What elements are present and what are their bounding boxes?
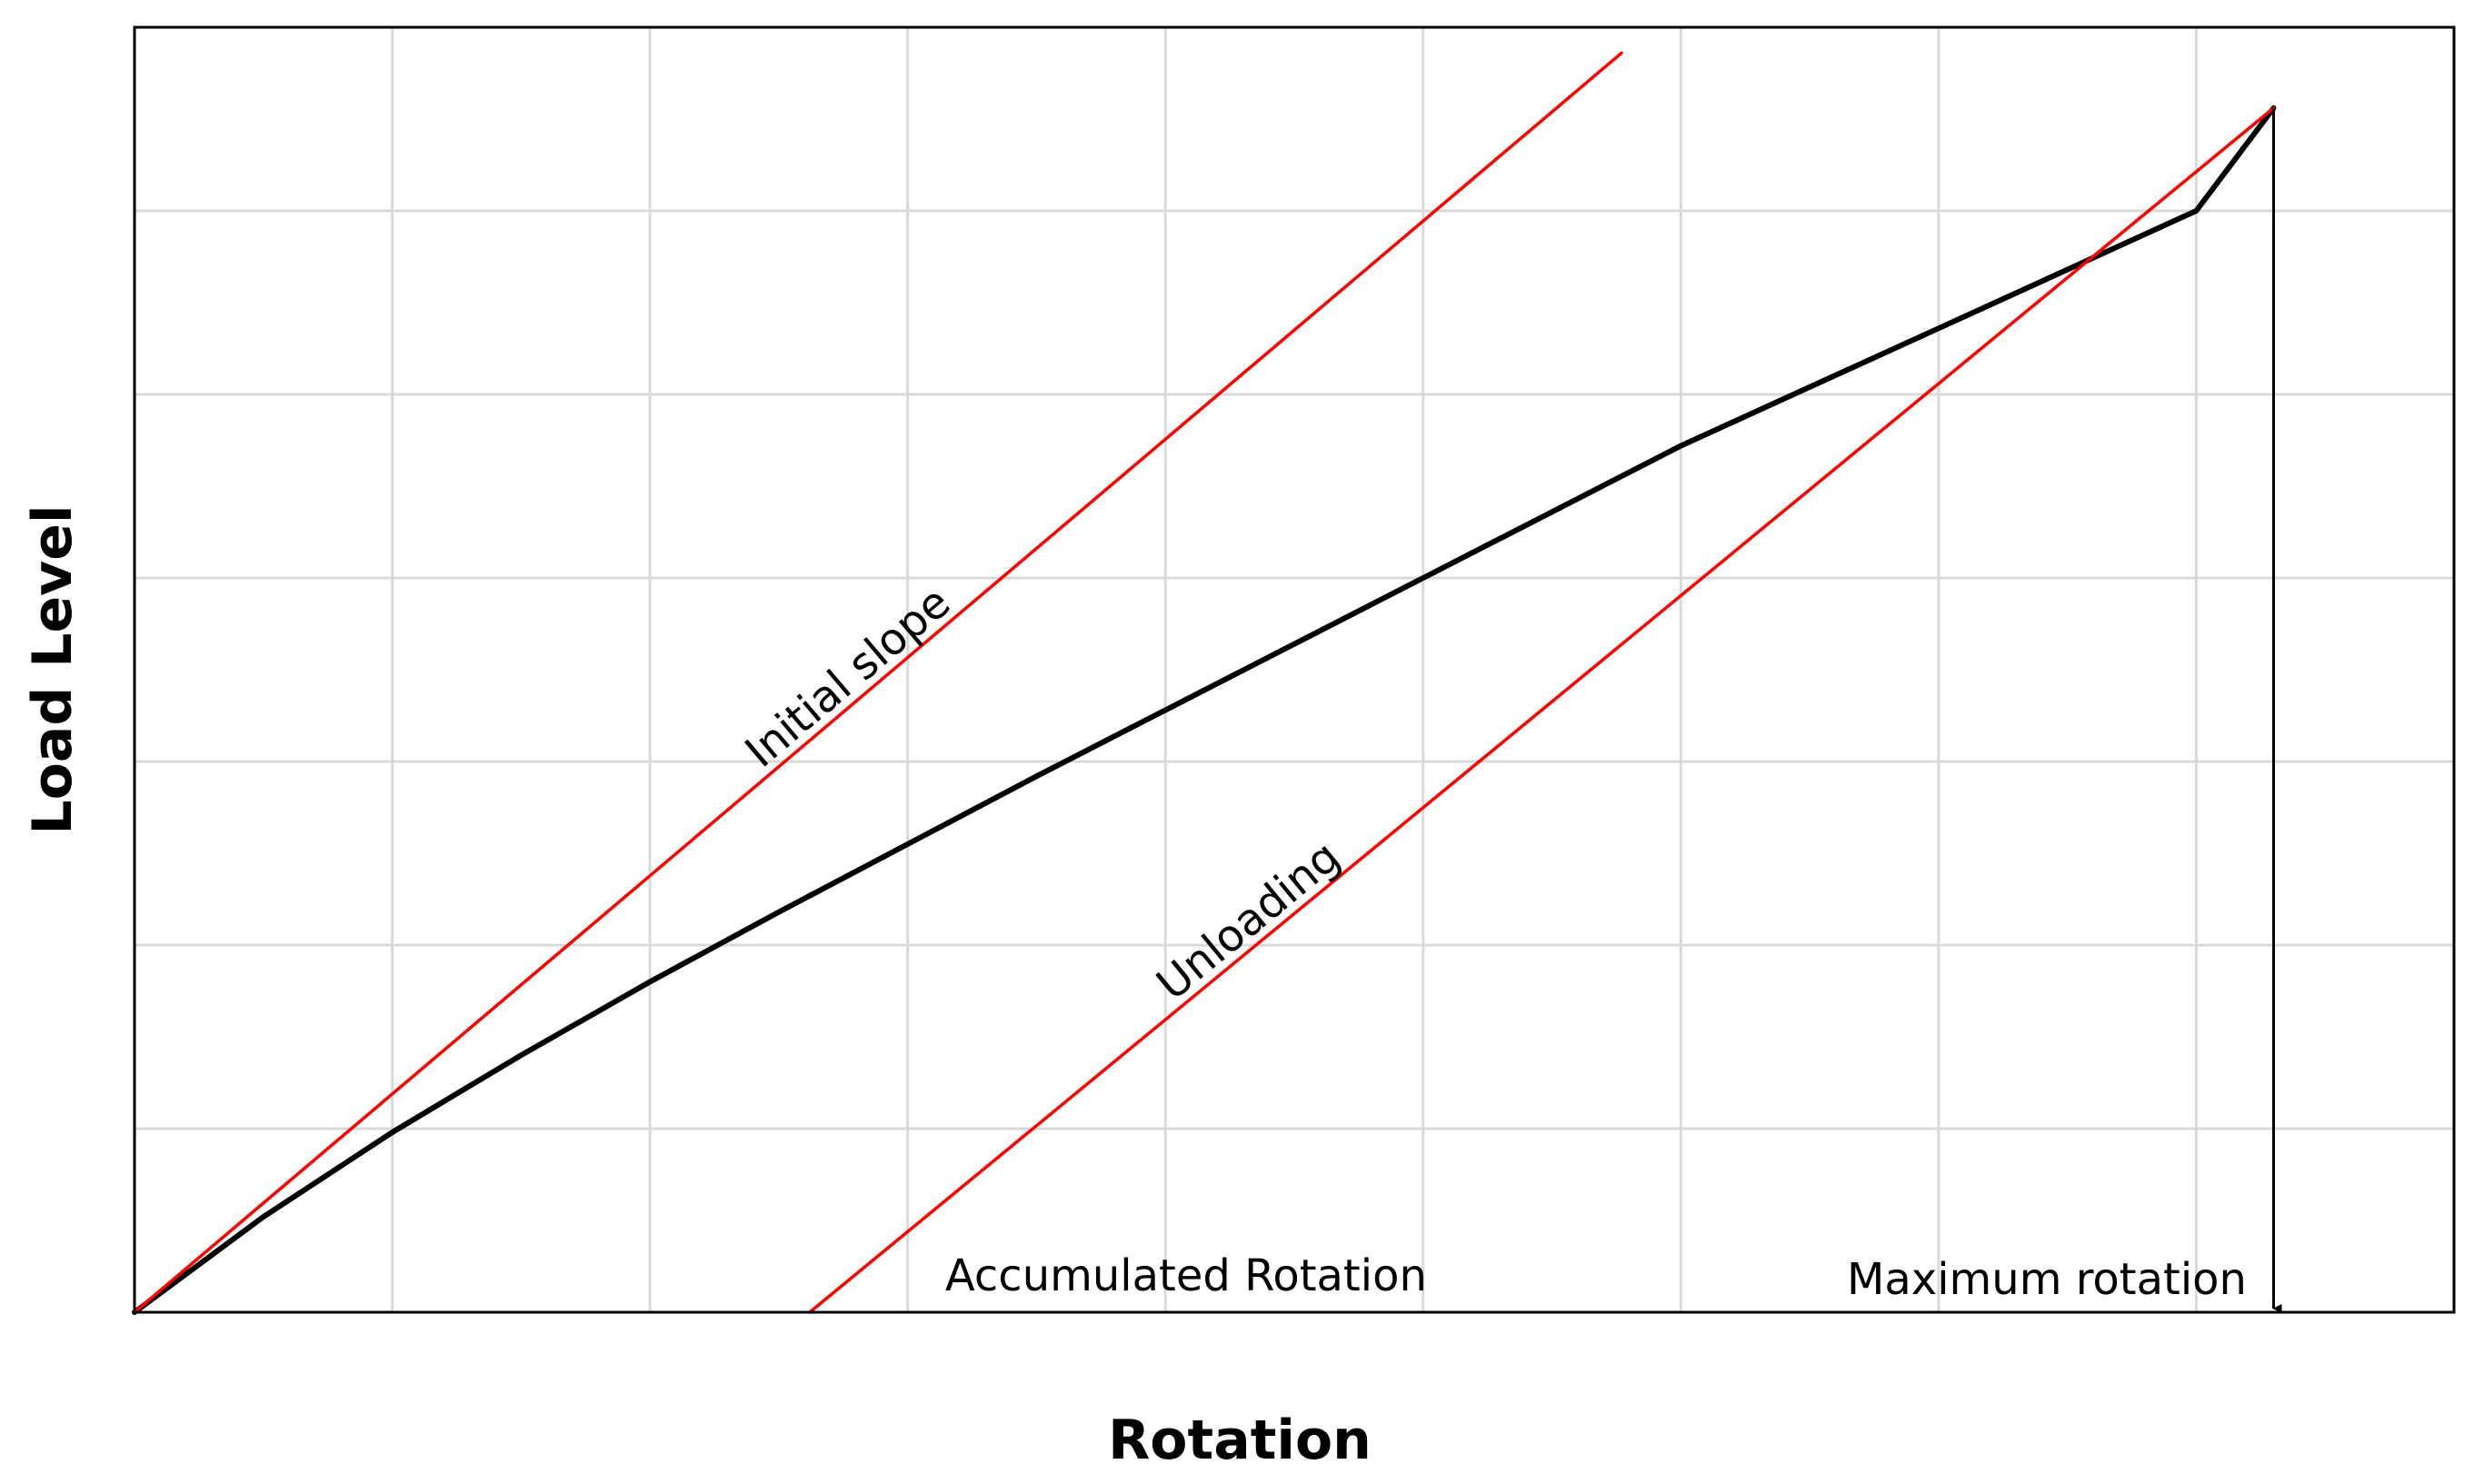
maximum-rotation-label: Maximum rotation — [1847, 1254, 2247, 1305]
load-rotation-curve — [132, 105, 2277, 1315]
y-axis-title: Load Level — [21, 504, 85, 834]
unloading-label: Unloading — [1147, 831, 1350, 1010]
grid — [135, 27, 2454, 1312]
plot-frame — [133, 25, 2456, 1314]
initial-slope-line — [133, 51, 1623, 1314]
initial-slope-label: Initial slope — [736, 577, 961, 778]
accumulated-rotation-label: Accumulated Rotation — [945, 1250, 1427, 1301]
plot-area — [132, 51, 2282, 1315]
x-axis-title: Rotation — [1108, 1409, 1372, 1472]
unloading-line — [808, 106, 2276, 1314]
